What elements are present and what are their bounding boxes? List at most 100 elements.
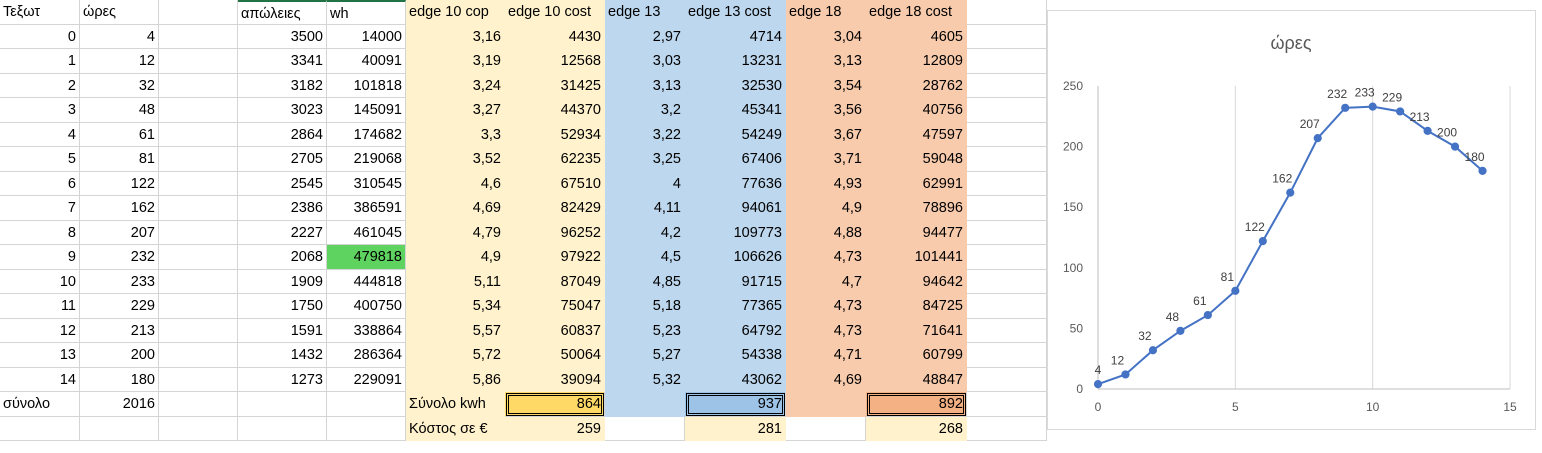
data-cell[interactable]: 207 — [80, 220, 159, 245]
data-cell[interactable]: 52934 — [505, 122, 605, 147]
data-cell[interactable]: 106626 — [685, 245, 786, 270]
header-cell[interactable] — [159, 0, 238, 25]
data-cell[interactable]: 77365 — [685, 294, 786, 319]
data-cell[interactable]: 94642 — [866, 269, 967, 294]
data-cell[interactable]: 5,18 — [605, 294, 685, 319]
data-cell[interactable]: 44370 — [505, 98, 605, 123]
data-cell[interactable]: 109773 — [685, 220, 786, 245]
data-cell[interactable]: 4 — [80, 24, 159, 49]
data-cell[interactable]: 1273 — [238, 367, 327, 392]
data-cell[interactable]: 1591 — [238, 318, 327, 343]
data-cell[interactable]: 5,11 — [406, 269, 505, 294]
data-cell[interactable]: 94477 — [866, 220, 967, 245]
row-index-cell[interactable]: 3 — [0, 98, 80, 123]
data-cell[interactable] — [159, 73, 238, 98]
empty-cell[interactable] — [159, 392, 238, 417]
empty-cell[interactable] — [786, 416, 866, 441]
data-cell[interactable]: 5,27 — [605, 343, 685, 368]
data-cell[interactable]: 4605 — [866, 24, 967, 49]
data-cell[interactable]: 13231 — [685, 49, 786, 74]
empty-cell[interactable] — [967, 269, 1047, 294]
data-cell[interactable]: 2864 — [238, 122, 327, 147]
data-cell[interactable]: 3,2 — [605, 98, 685, 123]
empty-cell[interactable] — [80, 416, 159, 441]
data-cell[interactable]: 3,54 — [786, 73, 866, 98]
total-label[interactable]: σύνολο — [0, 392, 80, 417]
empty-cell[interactable] — [967, 245, 1047, 270]
data-cell[interactable]: 14000 — [327, 24, 406, 49]
data-cell[interactable]: 4714 — [685, 24, 786, 49]
data-cell[interactable]: 3,27 — [406, 98, 505, 123]
header-cell[interactable]: edge 18 cost — [866, 0, 967, 25]
data-cell[interactable]: 40756 — [866, 98, 967, 123]
data-cell[interactable]: 3,22 — [605, 122, 685, 147]
data-cell[interactable]: 3,56 — [786, 98, 866, 123]
data-cell[interactable]: 122 — [80, 171, 159, 196]
data-cell[interactable]: 400750 — [327, 294, 406, 319]
header-cell[interactable]: wh — [327, 0, 406, 25]
row-index-cell[interactable]: 13 — [0, 343, 80, 368]
data-cell[interactable]: 4,73 — [786, 245, 866, 270]
kwh-edge13-value[interactable]: 937 — [685, 392, 786, 417]
data-cell[interactable]: 96252 — [505, 220, 605, 245]
data-cell[interactable]: 64792 — [685, 318, 786, 343]
data-cell[interactable]: 5,23 — [605, 318, 685, 343]
data-cell[interactable]: 2545 — [238, 171, 327, 196]
data-cell[interactable]: 61 — [80, 122, 159, 147]
data-cell[interactable]: 101818 — [327, 73, 406, 98]
row-index-cell[interactable]: 7 — [0, 196, 80, 221]
data-cell[interactable]: 162 — [80, 196, 159, 221]
data-cell[interactable]: 386591 — [327, 196, 406, 221]
data-cell[interactable] — [159, 343, 238, 368]
data-cell[interactable]: 82429 — [505, 196, 605, 221]
data-cell[interactable] — [159, 294, 238, 319]
data-cell[interactable]: 48 — [80, 98, 159, 123]
data-cell[interactable]: 12568 — [505, 49, 605, 74]
data-cell[interactable]: 1750 — [238, 294, 327, 319]
data-cell[interactable]: 3,04 — [786, 24, 866, 49]
data-cell[interactable]: 54338 — [685, 343, 786, 368]
data-cell[interactable]: 4,73 — [786, 294, 866, 319]
data-cell[interactable]: 3,67 — [786, 122, 866, 147]
empty-cell[interactable] — [238, 416, 327, 441]
row-index-cell[interactable]: 5 — [0, 147, 80, 172]
data-cell[interactable]: 3,16 — [406, 24, 505, 49]
empty-cell[interactable] — [159, 416, 238, 441]
empty-cell[interactable] — [605, 416, 685, 441]
data-cell[interactable]: 4,79 — [406, 220, 505, 245]
data-cell[interactable]: 87049 — [505, 269, 605, 294]
data-cell[interactable]: 2068 — [238, 245, 327, 270]
header-cell[interactable]: Τεξωτ — [0, 0, 80, 25]
data-cell[interactable]: 213 — [80, 318, 159, 343]
empty-cell[interactable] — [327, 416, 406, 441]
data-cell[interactable]: 2227 — [238, 220, 327, 245]
data-cell[interactable]: 3,71 — [786, 147, 866, 172]
data-cell[interactable]: 59048 — [866, 147, 967, 172]
empty-cell[interactable] — [967, 318, 1047, 343]
data-cell[interactable]: 200 — [80, 343, 159, 368]
data-cell[interactable]: 31425 — [505, 73, 605, 98]
cost-label[interactable]: Κόστος σε € — [406, 416, 505, 441]
row-index-cell[interactable]: 1 — [0, 49, 80, 74]
data-cell[interactable]: 4,7 — [786, 269, 866, 294]
empty-cell[interactable] — [238, 392, 327, 417]
data-cell[interactable]: 97922 — [505, 245, 605, 270]
empty-cell[interactable] — [967, 294, 1047, 319]
empty-cell[interactable] — [967, 392, 1047, 417]
kwh-edge18-value[interactable]: 892 — [866, 392, 967, 417]
data-cell[interactable]: 4,9 — [786, 196, 866, 221]
data-cell[interactable] — [159, 24, 238, 49]
data-cell[interactable]: 81 — [80, 147, 159, 172]
empty-cell[interactable] — [967, 49, 1047, 74]
data-cell[interactable]: 4,88 — [786, 220, 866, 245]
cost-edge10-value[interactable]: 259 — [505, 416, 605, 441]
data-cell[interactable]: 5,72 — [406, 343, 505, 368]
row-index-cell[interactable]: 12 — [0, 318, 80, 343]
row-index-cell[interactable]: 2 — [0, 73, 80, 98]
data-cell[interactable]: 4,9 — [406, 245, 505, 270]
data-cell[interactable]: 54249 — [685, 122, 786, 147]
data-cell[interactable]: 4,85 — [605, 269, 685, 294]
data-cell[interactable]: 4,69 — [406, 196, 505, 221]
data-cell[interactable]: 2705 — [238, 147, 327, 172]
data-cell[interactable]: 3,13 — [786, 49, 866, 74]
